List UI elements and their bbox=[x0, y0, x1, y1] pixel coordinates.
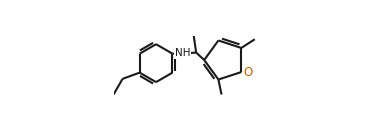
Text: NH: NH bbox=[175, 48, 190, 58]
Text: O: O bbox=[243, 66, 252, 79]
